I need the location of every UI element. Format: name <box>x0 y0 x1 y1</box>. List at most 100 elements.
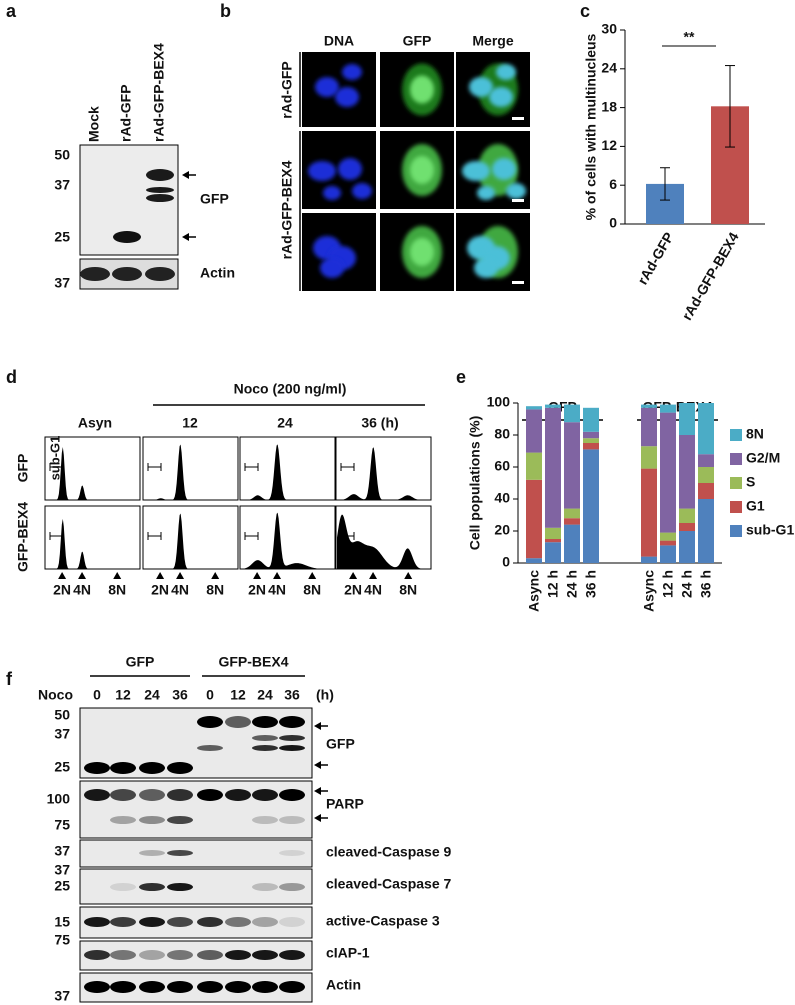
micrograph <box>302 52 376 127</box>
bar-segment <box>679 523 695 531</box>
band <box>279 917 305 927</box>
arrow-head <box>314 814 321 822</box>
bar-segment <box>545 539 561 543</box>
band <box>197 950 223 960</box>
marker: 75 <box>54 817 70 833</box>
y-tick-label: 30 <box>601 21 617 37</box>
bar-segment <box>641 407 657 447</box>
ploidy-label: 4N <box>364 582 382 598</box>
band <box>279 883 305 891</box>
ploidy-marker <box>404 572 413 579</box>
marker: 25 <box>54 878 70 894</box>
y-tick-label: 80 <box>494 426 510 442</box>
band <box>139 981 165 993</box>
band <box>139 950 165 960</box>
band <box>167 950 193 960</box>
bar-segment <box>526 409 542 453</box>
nucleus <box>477 186 495 200</box>
gate <box>340 463 355 471</box>
legend-swatch <box>730 453 742 465</box>
y-tick-label: 0 <box>609 215 617 231</box>
bar-segment <box>526 558 542 563</box>
timepoint: 12 <box>182 415 198 431</box>
x-tick-label: 36 h <box>698 570 714 598</box>
ploidy-label: 2N <box>151 582 169 598</box>
nucleus <box>462 161 490 181</box>
band <box>197 917 223 927</box>
y-tick-label: 0 <box>502 554 510 570</box>
legend-label: G1 <box>746 498 765 514</box>
marker: 100 <box>47 791 71 807</box>
bar-segment <box>526 479 542 559</box>
bar-segment <box>660 545 676 563</box>
gfp-nucleus <box>410 75 434 104</box>
band <box>279 816 305 824</box>
blot <box>79 868 313 905</box>
legend-label: G2/M <box>746 450 780 466</box>
band <box>279 735 305 741</box>
x-tick-label: 12 h <box>545 570 561 598</box>
band <box>252 981 278 993</box>
nucleus <box>315 77 339 97</box>
bar-segment <box>545 404 561 408</box>
timepoint: 36 <box>172 687 188 703</box>
ploidy-marker <box>211 572 220 579</box>
scale-bar <box>512 281 524 284</box>
nucleus <box>352 183 372 199</box>
band <box>110 981 136 993</box>
treatment: Noco <box>38 687 73 703</box>
band <box>252 745 278 751</box>
band <box>110 917 136 927</box>
blot-label: active-Caspase 3 <box>326 913 440 929</box>
bar-segment <box>526 406 542 410</box>
bar-segment <box>583 443 599 450</box>
timepoint: Asyn <box>78 415 112 431</box>
band <box>197 745 223 751</box>
marker: 37 <box>54 275 70 291</box>
timepoint: 0 <box>206 687 214 703</box>
bar-segment <box>641 446 657 469</box>
gate-label: sub-G1 <box>47 436 62 481</box>
bar-segment <box>641 404 657 408</box>
group-label: GFP-BEX4 <box>218 654 288 670</box>
nucleus <box>338 158 362 180</box>
unit: (h) <box>316 687 334 703</box>
y-tick-label: 40 <box>494 490 510 506</box>
band <box>139 850 165 856</box>
nucleus <box>469 77 493 97</box>
band <box>225 789 251 801</box>
bar-segment <box>564 508 580 519</box>
ploidy-marker <box>349 572 358 579</box>
ploidy-label: 8N <box>303 582 321 598</box>
lane-label: rAd-GFP <box>118 84 134 142</box>
band <box>167 762 193 774</box>
channel-label: Merge <box>472 33 513 49</box>
arrow-head <box>182 233 189 241</box>
blot <box>79 780 313 839</box>
band <box>110 789 136 801</box>
bar-segment <box>564 404 580 423</box>
ploidy-label: 2N <box>53 582 71 598</box>
band <box>139 883 165 891</box>
nucleus <box>474 258 498 278</box>
bar-segment <box>564 518 580 525</box>
bar-segment <box>679 435 695 509</box>
condition-label: rAd-GFP <box>279 61 295 119</box>
band <box>252 950 278 960</box>
bar-segment <box>698 454 714 467</box>
band <box>252 883 278 891</box>
bar-segment <box>564 422 580 509</box>
histogram-frame <box>239 505 336 570</box>
band <box>279 981 305 993</box>
x-tick-label: Async <box>641 570 657 612</box>
channel-label: GFP <box>403 33 432 49</box>
band <box>197 981 223 993</box>
nucleus <box>320 258 344 278</box>
bar-segment <box>583 407 599 432</box>
legend-swatch <box>730 525 742 537</box>
ploidy-label: 4N <box>171 582 189 598</box>
band <box>110 762 136 774</box>
gate <box>244 463 259 471</box>
bar-segment <box>545 407 561 528</box>
